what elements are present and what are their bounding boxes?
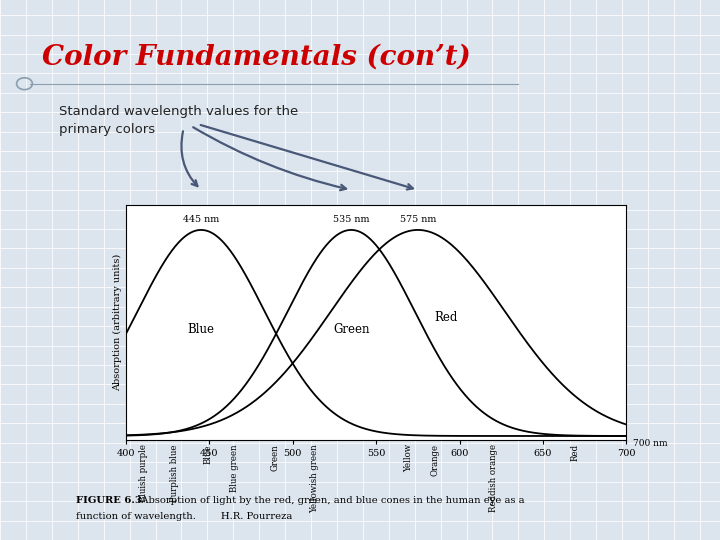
Y-axis label: Absorption (arbitrary units): Absorption (arbitrary units) (113, 254, 122, 392)
Text: Standard wavelength values for the: Standard wavelength values for the (59, 105, 298, 118)
Text: Red: Red (435, 310, 458, 323)
Text: Yellow: Yellow (404, 444, 413, 472)
Text: Purplish blue: Purplish blue (171, 444, 179, 502)
Text: 575 nm: 575 nm (400, 215, 436, 224)
Text: primary colors: primary colors (59, 123, 156, 136)
Text: 535 nm: 535 nm (333, 215, 369, 224)
Text: 700 nm: 700 nm (634, 439, 668, 448)
Text: Blue green: Blue green (230, 444, 240, 492)
Text: Yellowish green: Yellowish green (310, 444, 320, 513)
Text: 445 nm: 445 nm (183, 215, 219, 224)
Text: Orange: Orange (431, 444, 440, 476)
Text: function of wavelength.        H.R. Pourreza: function of wavelength. H.R. Pourreza (76, 512, 292, 521)
Text: Green: Green (333, 323, 369, 336)
Text: FIGURE 6.3: FIGURE 6.3 (76, 496, 141, 505)
Text: Absorption of light by the red, green, and blue cones in the human eye as a: Absorption of light by the red, green, a… (135, 496, 524, 505)
Text: Blue: Blue (187, 323, 215, 336)
Text: Green: Green (271, 444, 279, 471)
Text: Bluish purple: Bluish purple (139, 444, 148, 502)
Text: Red: Red (571, 444, 580, 462)
Text: Blue: Blue (204, 444, 212, 464)
Text: Color Fundamentals (con’t): Color Fundamentals (con’t) (42, 43, 470, 70)
Text: Reddish orange: Reddish orange (489, 444, 498, 512)
